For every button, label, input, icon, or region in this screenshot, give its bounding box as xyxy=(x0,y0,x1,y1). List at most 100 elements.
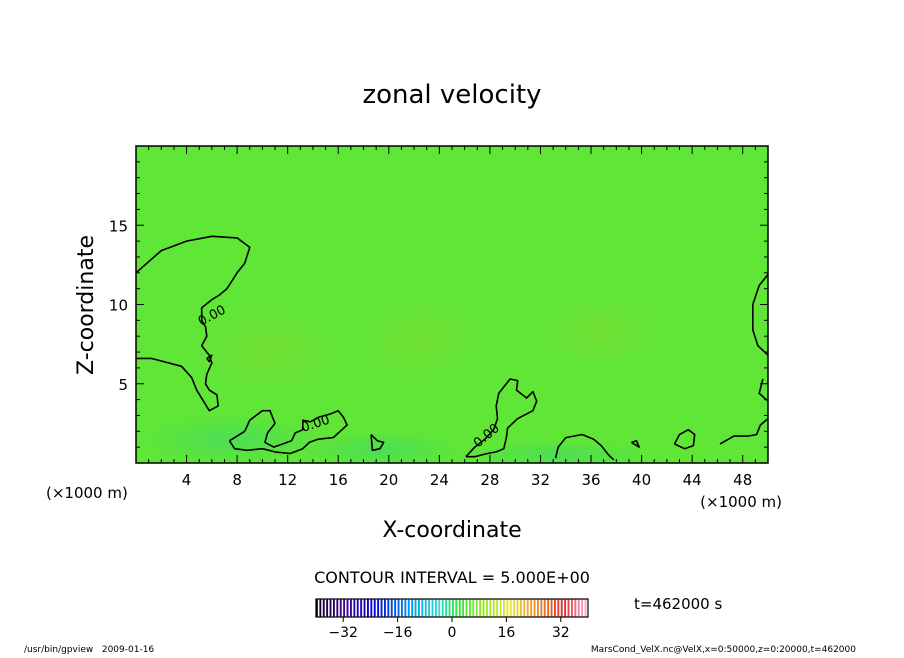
contour-lines xyxy=(136,235,768,461)
x-tick-label: 12 xyxy=(278,471,297,489)
colorbar-stripe xyxy=(390,599,393,617)
colorbar-stripe xyxy=(506,599,509,617)
colorbar-stripe xyxy=(496,599,499,617)
x-axis-label: X-coordinate xyxy=(382,518,521,543)
colorbar-ticks: −32 −16 0 16 32 xyxy=(328,617,570,641)
chart-title: zonal velocity xyxy=(362,80,541,110)
colorbar-stripe xyxy=(353,599,356,617)
colorbar-stripe xyxy=(489,599,492,617)
x-tick-label: 36 xyxy=(581,471,600,489)
colorbar-stripe xyxy=(360,599,363,617)
colorbar-stripe xyxy=(509,599,512,617)
colorbar-stripe xyxy=(333,599,335,617)
colorbar-stripe xyxy=(486,599,488,617)
y-tick-label: 10 xyxy=(109,297,128,315)
colorbar-stripe xyxy=(513,599,516,617)
colorbar-stripe xyxy=(564,599,567,617)
colorbar-stripe xyxy=(329,599,332,617)
colorbar-stripe xyxy=(350,599,352,617)
colorbar-stripe xyxy=(407,599,410,617)
colorbar-stripe xyxy=(319,599,322,617)
x-axis: 4 8 12 16 20 24 28 32 36 40 44 48 xyxy=(135,146,769,489)
colorbar-stripe xyxy=(397,599,400,617)
colorbar-stripe xyxy=(581,599,584,617)
colorbar-stripe xyxy=(424,599,427,617)
zero-contour xyxy=(631,439,640,448)
colorbar-stripe xyxy=(421,599,424,617)
colorbar-tick-label: −16 xyxy=(383,625,413,641)
x-unit-left: (×1000 m) xyxy=(46,484,128,502)
zero-contour xyxy=(719,417,768,445)
colorbar-stripe xyxy=(336,599,339,617)
x-tick-label: 44 xyxy=(683,471,702,489)
x-tick-label: 48 xyxy=(733,471,752,489)
colorbar-stripe xyxy=(452,599,454,617)
colorbar-stripe xyxy=(584,599,587,617)
colorbar-stripe xyxy=(414,599,417,617)
colorbar-stripe xyxy=(363,599,366,617)
y-axis: 5 10 15 xyxy=(109,145,768,464)
colorbar-stripe xyxy=(523,599,526,617)
colorbar-stripe xyxy=(472,599,475,617)
colorbar-stripe xyxy=(469,599,471,617)
colorbar-stripe xyxy=(356,599,359,617)
x-tick-label: 20 xyxy=(379,471,398,489)
footer-right: MarsCond_VelX.nc@VelX,x=0:50000,z=0:2000… xyxy=(591,645,856,654)
x-unit-right: (×1000 m) xyxy=(700,493,782,511)
colorbar-stripe xyxy=(438,599,441,617)
colorbar-stripe xyxy=(465,599,468,617)
x-tick-label: 24 xyxy=(430,471,449,489)
y-tick-label: 5 xyxy=(118,376,128,394)
colorbar-stripe xyxy=(339,599,342,617)
colorbar-tick-label: 32 xyxy=(552,625,570,641)
colorbar-stripe xyxy=(326,599,329,617)
colorbar-stripe xyxy=(367,599,369,617)
zero-contour xyxy=(673,428,696,450)
contour-interval: CONTOUR INTERVAL = 5.000E+00 xyxy=(314,568,590,587)
colorbar-stripe xyxy=(458,599,461,617)
colorbar-stripe xyxy=(482,599,485,617)
colorbar xyxy=(315,598,589,618)
colorbar-stripe xyxy=(537,599,539,617)
colorbar-stripe xyxy=(431,599,434,617)
colorbar-stripe xyxy=(441,599,444,617)
colorbar-stripe xyxy=(411,599,414,617)
colorbar-stripe xyxy=(404,599,407,617)
colorbar-stripe xyxy=(516,599,519,617)
x-tick-label: 28 xyxy=(480,471,499,489)
x-tick-label: 4 xyxy=(182,471,192,489)
y-tick-label: 15 xyxy=(109,217,128,235)
colorbar-stripe xyxy=(567,599,570,617)
colorbar-stripe xyxy=(574,599,577,617)
field-shading xyxy=(140,290,670,463)
colorbar-stripe xyxy=(448,599,451,617)
colorbar-stripe xyxy=(377,599,380,617)
colorbar-stripe xyxy=(557,599,560,617)
colorbar-tick-label: 16 xyxy=(497,625,515,641)
colorbar-stripe xyxy=(530,599,533,617)
colorbar-tick-label: 0 xyxy=(448,625,457,641)
colorbar-stripe xyxy=(560,599,563,617)
colorbar-stripe xyxy=(380,599,383,617)
colorbar-stripe xyxy=(547,599,550,617)
colorbar-stripe xyxy=(428,599,431,617)
colorbar-stripe xyxy=(571,599,573,617)
colorbar-stripe xyxy=(554,599,556,617)
zero-contour xyxy=(554,433,615,461)
colorbar-stripe xyxy=(540,599,543,617)
colorbar-stripe xyxy=(445,599,448,617)
y-axis-label: Z-coordinate xyxy=(74,235,99,375)
zero-contour xyxy=(465,378,538,458)
colorbar-stripe xyxy=(384,599,386,617)
colorbar-stripe xyxy=(475,599,478,617)
colorbar-stripe xyxy=(370,599,373,617)
colorbar-stripe xyxy=(526,599,529,617)
x-tick-label: 8 xyxy=(232,471,242,489)
colorbar-stripe xyxy=(418,599,420,617)
x-tick-label: 32 xyxy=(531,471,550,489)
colorbar-stripe xyxy=(492,599,495,617)
footer-left: /usr/bin/gpview 2009-01-16 xyxy=(24,645,154,654)
colorbar-stripe xyxy=(550,599,553,617)
colorbar-stripe xyxy=(577,599,580,617)
zero-contour xyxy=(228,409,348,455)
